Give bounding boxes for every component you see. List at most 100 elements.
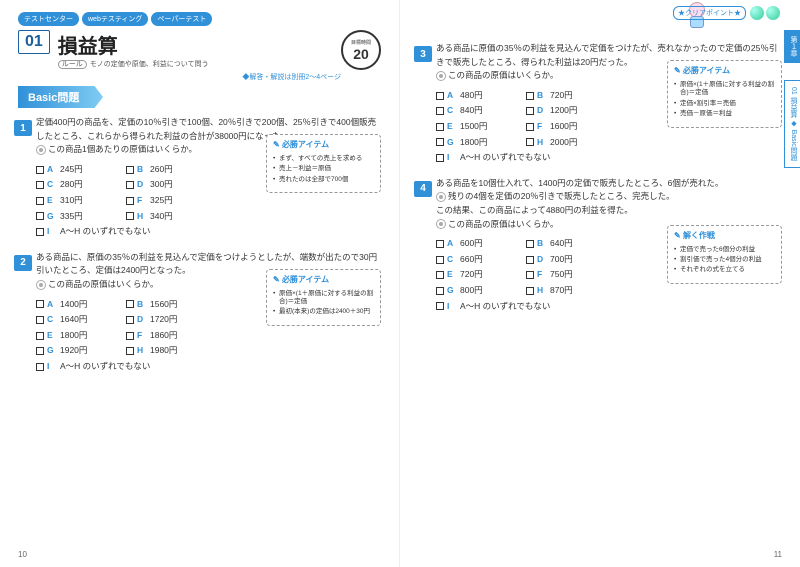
checkbox-icon[interactable]	[36, 332, 44, 340]
target-icon	[436, 192, 446, 202]
ball-icon	[766, 6, 780, 20]
checkbox-icon[interactable]	[36, 181, 44, 189]
checkbox-icon[interactable]	[436, 271, 444, 279]
option[interactable]: A1400円	[36, 298, 126, 312]
checkbox-icon[interactable]	[526, 123, 534, 131]
option-none[interactable]: IA～H のいずれでもない	[436, 300, 616, 314]
target-icon	[436, 71, 446, 81]
tag: テストセンター	[18, 12, 79, 26]
option[interactable]: C1640円	[36, 313, 126, 327]
chapter-number: 01	[18, 30, 50, 54]
checkbox-icon[interactable]	[36, 347, 44, 355]
tips-box: 必勝アイテム 原価×(1＋原価に対する利益の割合)＝定価最初(本来)の定価は24…	[266, 269, 381, 326]
option[interactable]: G1800円	[436, 136, 526, 150]
question-3: 3 ある商品に原価の35％の利益を見込んで定価をつけたが、売れなかったので定価の…	[418, 42, 782, 165]
question-text: ある商品を10個仕入れて、1400円の定価で販売したところ、6個が売れた。 残り…	[436, 177, 782, 231]
checkbox-icon[interactable]	[36, 197, 44, 205]
checkbox-icon[interactable]	[436, 154, 444, 162]
answer-reference: ◆解答・解説は別冊2～4ページ	[18, 72, 341, 82]
option-none[interactable]: IA～H のいずれでもない	[436, 151, 616, 165]
checkbox-icon[interactable]	[126, 181, 134, 189]
checkbox-icon[interactable]	[436, 287, 444, 295]
checkbox-icon[interactable]	[36, 316, 44, 324]
option[interactable]: H2000円	[526, 136, 616, 150]
option[interactable]: G800円	[436, 284, 526, 298]
options-grid: A480円B720円C840円D1200円E1500円F1600円G1800円H…	[436, 89, 616, 165]
tip-item: まず、すべての売上を求める	[273, 155, 374, 163]
option[interactable]: A245円	[36, 163, 126, 177]
tips-box: 必勝アイテム 原価×(1＋原価に対する利益の割合)＝定価定価×割引率＝売価売価－…	[667, 60, 782, 128]
tip-item: 原価×(1＋原価に対する利益の割合)＝定価	[273, 290, 374, 307]
option[interactable]: F1860円	[126, 329, 216, 343]
checkbox-icon[interactable]	[126, 212, 134, 220]
option[interactable]: B260円	[126, 163, 216, 177]
right-page: ★クリアポイント★ 第１章 01 損益算 ◆ Basic問題 3 ある商品に原価…	[400, 0, 800, 567]
side-tab-chapter: 第１章	[784, 30, 800, 63]
checkbox-icon[interactable]	[126, 332, 134, 340]
page-number: 11	[774, 550, 782, 559]
checkbox-icon[interactable]	[526, 107, 534, 115]
checkbox-icon[interactable]	[436, 256, 444, 264]
checkbox-icon[interactable]	[526, 271, 534, 279]
option[interactable]: F325円	[126, 194, 216, 208]
option[interactable]: D700円	[526, 253, 616, 267]
checkbox-icon[interactable]	[36, 300, 44, 308]
option[interactable]: F1600円	[526, 120, 616, 134]
option[interactable]: E720円	[436, 268, 526, 282]
checkbox-icon[interactable]	[436, 240, 444, 248]
option[interactable]: E1500円	[436, 120, 526, 134]
option[interactable]: B720円	[526, 89, 616, 103]
tip-item: 定価で売った6個分の利益	[674, 246, 775, 254]
option[interactable]: G335円	[36, 210, 126, 224]
title-block: 損益算 ルールモノの定価や原価、利益について問う	[58, 30, 333, 69]
checkbox-icon[interactable]	[436, 107, 444, 115]
checkbox-icon[interactable]	[526, 138, 534, 146]
checkbox-icon[interactable]	[36, 212, 44, 220]
option[interactable]: C280円	[36, 178, 126, 192]
option[interactable]: D1720円	[126, 313, 216, 327]
checkbox-icon[interactable]	[436, 138, 444, 146]
option[interactable]: D300円	[126, 178, 216, 192]
checkbox-icon[interactable]	[526, 240, 534, 248]
question-number: 4	[414, 181, 432, 197]
option[interactable]: H870円	[526, 284, 616, 298]
option[interactable]: H1980円	[126, 344, 216, 358]
checkbox-icon[interactable]	[126, 316, 134, 324]
option[interactable]: E1800円	[36, 329, 126, 343]
checkbox-icon[interactable]	[436, 92, 444, 100]
option[interactable]: C840円	[436, 104, 526, 118]
checkbox-icon[interactable]	[436, 123, 444, 131]
checkbox-icon[interactable]	[36, 363, 44, 371]
checkbox-icon[interactable]	[36, 166, 44, 174]
checkbox-icon[interactable]	[126, 300, 134, 308]
option-none[interactable]: IA～H のいずれでもない	[36, 225, 216, 239]
timer-icon: 目標時間 20	[341, 30, 381, 70]
option[interactable]: A480円	[436, 89, 526, 103]
option[interactable]: D1200円	[526, 104, 616, 118]
option[interactable]: A600円	[436, 237, 526, 251]
checkbox-icon[interactable]	[126, 347, 134, 355]
option-none[interactable]: IA～H のいずれでもない	[36, 360, 216, 374]
checkbox-icon[interactable]	[36, 228, 44, 236]
tip-item: 割引価で売った4個分の利益	[674, 256, 775, 264]
checkbox-icon[interactable]	[126, 166, 134, 174]
option[interactable]: G1920円	[36, 344, 126, 358]
checkbox-icon[interactable]	[526, 256, 534, 264]
option[interactable]: H340円	[126, 210, 216, 224]
option[interactable]: B640円	[526, 237, 616, 251]
checkbox-icon[interactable]	[126, 197, 134, 205]
checkbox-icon[interactable]	[436, 302, 444, 310]
tip-item: 売れたのは全部で700個	[273, 176, 374, 184]
option[interactable]: F750円	[526, 268, 616, 282]
checkbox-icon[interactable]	[526, 287, 534, 295]
options-grid: A600円B640円C660円D700円E720円F750円G800円H870円…	[436, 237, 616, 313]
options-grid: A245円B260円C280円D300円E310円F325円G335円H340円…	[36, 163, 216, 239]
checkbox-icon[interactable]	[526, 92, 534, 100]
option[interactable]: E310円	[36, 194, 126, 208]
page-spread: テストセンター webテスティング ペーパーテスト 01 損益算 ルールモノの定…	[0, 0, 800, 567]
tip-item: 最初(本来)の定価は2400＋30円	[273, 308, 374, 316]
option[interactable]: C660円	[436, 253, 526, 267]
question-1: 1 定価400円の商品を、定価の10％引きで100個、20％引きで200個、25…	[18, 116, 381, 239]
option[interactable]: B1560円	[126, 298, 216, 312]
options-grid: A1400円B1560円C1640円D1720円E1800円F1860円G192…	[36, 298, 216, 374]
